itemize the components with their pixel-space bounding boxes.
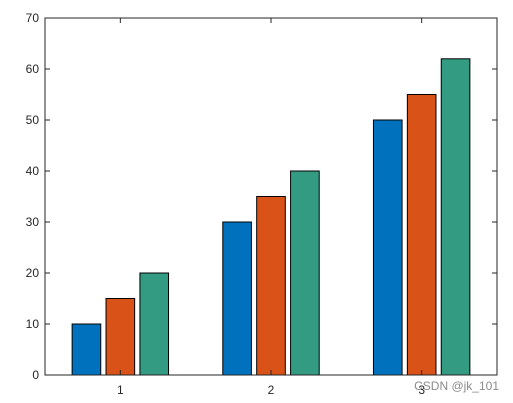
x-tick-label: 2 bbox=[268, 383, 275, 397]
bar-cat1-series1 bbox=[71, 323, 102, 376]
plot-frame bbox=[44, 17, 498, 376]
y-tick-label: 30 bbox=[26, 215, 40, 229]
x-tick-label: 1 bbox=[117, 383, 124, 397]
x-axis: 1 2 3 bbox=[117, 18, 425, 397]
bar-cat3-series2 bbox=[406, 94, 437, 376]
y-tick-label: 70 bbox=[26, 11, 40, 25]
y-tick-label: 40 bbox=[26, 164, 40, 178]
bar-cat2-series2 bbox=[256, 196, 286, 376]
y-axis: 0 10 20 30 40 50 60 70 bbox=[26, 11, 497, 382]
x-tick-label: 3 bbox=[418, 383, 425, 397]
bar-cat3-series1 bbox=[372, 119, 403, 376]
bars-group bbox=[71, 58, 471, 376]
bar-cat2-series3 bbox=[290, 170, 320, 376]
y-tick-label: 0 bbox=[32, 368, 39, 382]
watermark-text: CSDN @jk_101 bbox=[414, 379, 499, 393]
bar-cat1-series3 bbox=[139, 272, 170, 376]
y-tick-label: 60 bbox=[26, 62, 40, 76]
y-tick-label: 20 bbox=[26, 266, 40, 280]
bar-cat3-series3 bbox=[440, 58, 471, 376]
bar-cat1-series2 bbox=[105, 298, 136, 376]
y-tick-label: 50 bbox=[26, 113, 40, 127]
y-tick-label: 10 bbox=[26, 317, 40, 331]
bar-cat2-series1 bbox=[222, 221, 252, 376]
